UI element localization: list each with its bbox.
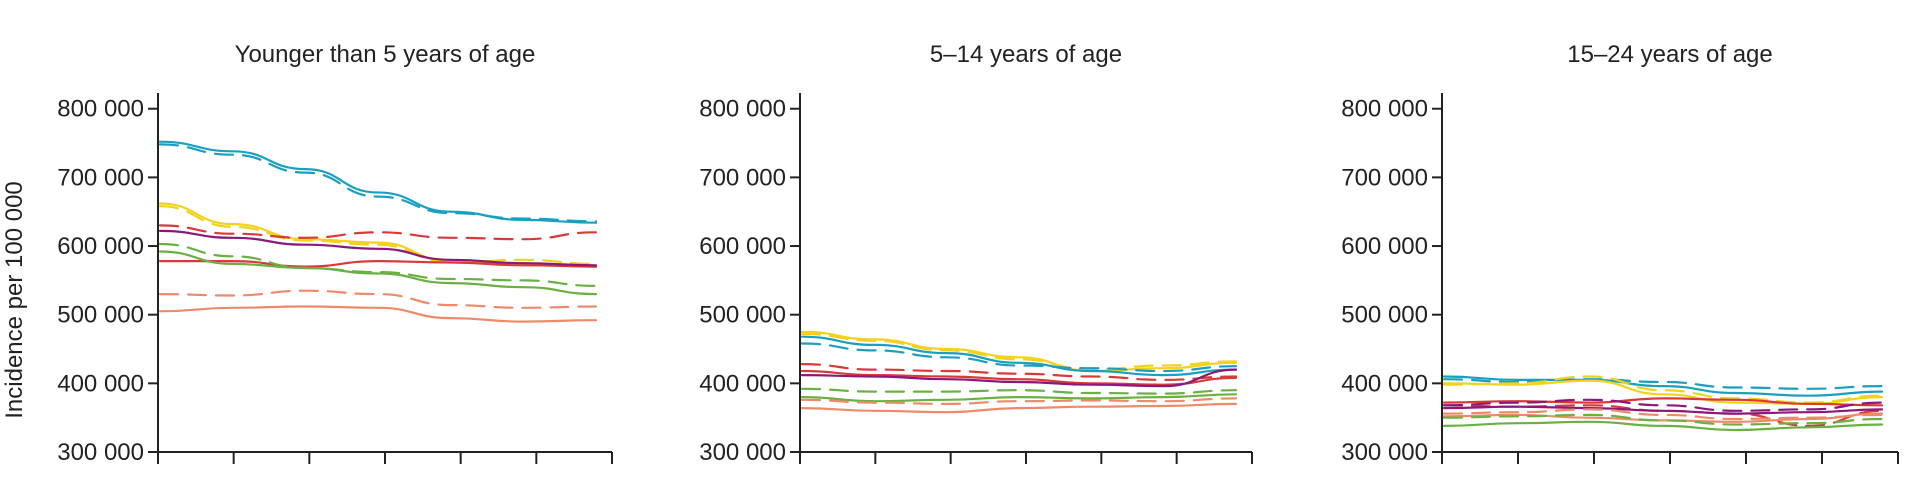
series-line-yellow-dashed bbox=[1442, 375, 1884, 404]
series-line-teal-solid bbox=[1442, 375, 1884, 397]
series-line-teal-solid bbox=[800, 335, 1238, 377]
y-tick-label: 400 000 bbox=[699, 370, 786, 397]
series-line-green-dashed bbox=[158, 242, 598, 287]
series-line-green-solid bbox=[1442, 420, 1884, 432]
series-line-red-solid bbox=[1442, 397, 1884, 407]
series-line-salmon-solid bbox=[800, 402, 1238, 414]
series-line-red-solid bbox=[800, 369, 1238, 386]
y-tick-label: 700 000 bbox=[57, 164, 144, 191]
series-line-teal-dashed bbox=[158, 143, 598, 223]
y-tick-label: 400 000 bbox=[57, 370, 144, 397]
series-line-red-dashed bbox=[800, 363, 1238, 382]
y-tick-label: 800 000 bbox=[57, 96, 144, 123]
series-line-yellow-dashed bbox=[800, 332, 1238, 371]
y-tick-label: 600 000 bbox=[57, 233, 144, 260]
y-tick-label: 800 000 bbox=[1341, 96, 1428, 123]
y-tick-label: 500 000 bbox=[1341, 302, 1428, 329]
panel-title: 5–14 years of age bbox=[930, 41, 1122, 68]
panel-title: 15–24 years of age bbox=[1567, 41, 1773, 68]
y-axis-label: Incidence per 100 000 bbox=[1, 181, 28, 419]
series-line-green-dashed bbox=[1442, 413, 1884, 426]
series-line-purple-solid bbox=[158, 229, 598, 267]
series-line-salmon-dashed bbox=[158, 289, 598, 309]
series-line-red-dashed bbox=[158, 224, 598, 241]
series-line-purple-solid bbox=[1442, 405, 1884, 415]
series-line-teal-dashed bbox=[1442, 378, 1884, 390]
series-line-green-dashed bbox=[800, 387, 1238, 395]
y-tick-label: 500 000 bbox=[57, 302, 144, 329]
y-tick-label: 300 000 bbox=[57, 439, 144, 466]
series-line-salmon-dashed bbox=[800, 397, 1238, 406]
series-line-salmon-dashed bbox=[1442, 408, 1884, 421]
y-tick-label: 300 000 bbox=[1341, 439, 1428, 466]
y-tick-label: 300 000 bbox=[699, 439, 786, 466]
series-line-green-solid bbox=[158, 250, 598, 296]
series-line-salmon-solid bbox=[158, 305, 598, 323]
y-tick-label: 700 000 bbox=[699, 164, 786, 191]
y-tick-label: 700 000 bbox=[1341, 164, 1428, 191]
series-line-teal-solid bbox=[158, 140, 598, 224]
series-line-teal-dashed bbox=[800, 342, 1238, 373]
y-tick-label: 500 000 bbox=[699, 302, 786, 329]
series-line-green-solid bbox=[800, 393, 1238, 403]
series-line-red-solid bbox=[158, 259, 598, 268]
y-tick-label: 600 000 bbox=[699, 233, 786, 260]
y-tick-label: 600 000 bbox=[1341, 233, 1428, 260]
y-tick-label: 800 000 bbox=[699, 96, 786, 123]
series-line-yellow-solid bbox=[800, 330, 1238, 373]
panel-title: Younger than 5 years of age bbox=[235, 41, 536, 68]
series-line-yellow-dashed bbox=[158, 205, 598, 265]
series-line-purple-dashed bbox=[1442, 398, 1884, 412]
series-line-salmon-solid bbox=[1442, 412, 1884, 423]
series-line-purple-solid bbox=[800, 368, 1238, 388]
y-tick-label: 400 000 bbox=[1341, 370, 1428, 397]
